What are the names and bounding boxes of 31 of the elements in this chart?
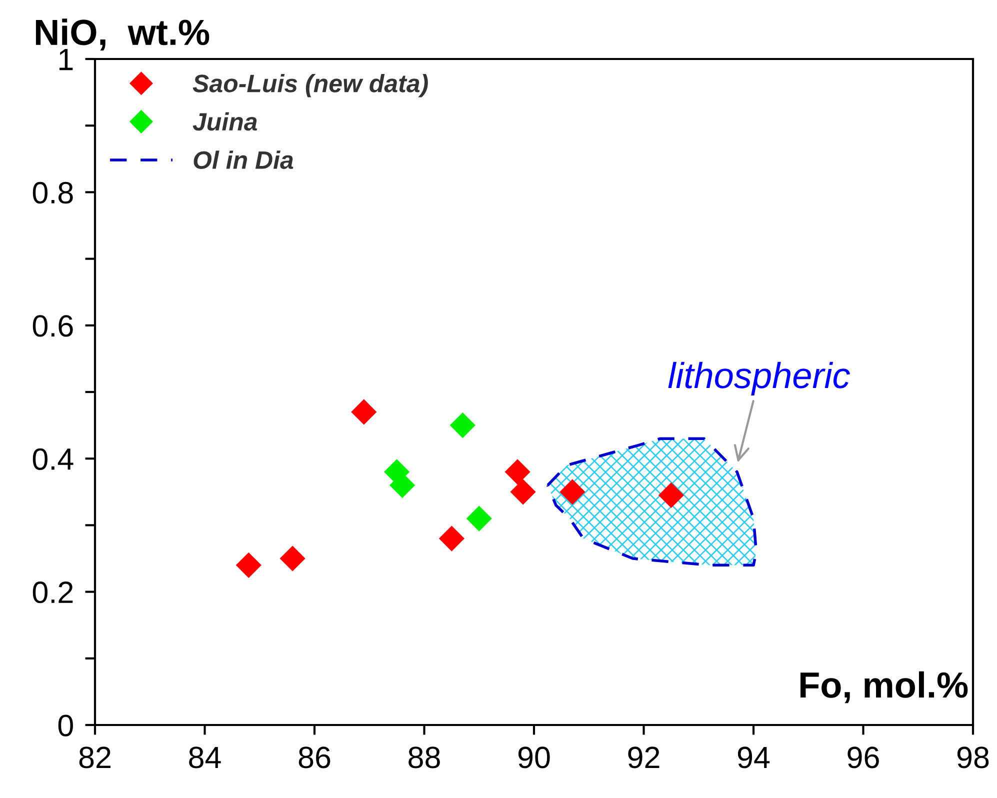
- x-axis-title: Fo, mol.%: [800, 671, 968, 704]
- point: [236, 552, 262, 578]
- y-tick-label: 0: [58, 714, 73, 736]
- x-tick-label: 84: [189, 746, 221, 768]
- point: [351, 399, 377, 425]
- legend-label: Juina: [192, 112, 258, 131]
- x-tick-label: 90: [518, 746, 550, 768]
- point: [450, 412, 476, 438]
- y-tick-label: 0.4: [32, 448, 74, 470]
- point: [560, 479, 586, 505]
- point: [466, 506, 492, 532]
- y-tick-label: 1: [60, 49, 73, 70]
- y-tick-label: 0.8: [32, 182, 73, 204]
- x-tick-label: 82: [79, 746, 110, 768]
- x-tick-label: 86: [298, 746, 330, 768]
- annotation: lithospheric: [668, 362, 850, 396]
- x-tick-label: 88: [408, 746, 440, 768]
- x-tick-label: 94: [738, 746, 770, 768]
- point: [510, 479, 536, 505]
- y-axis-title: NiO, wt.%: [36, 18, 210, 50]
- y-tick-label: 0.6: [32, 315, 73, 337]
- x-tick-label: 96: [848, 746, 879, 768]
- point: [658, 482, 684, 508]
- x-tick-label: 92: [628, 746, 660, 768]
- point: [438, 526, 464, 552]
- legend-label: Sao-Luis (new data): [192, 74, 428, 98]
- y-tick-label: 0.2: [32, 582, 73, 604]
- point: [504, 459, 530, 485]
- legend-label: Ol in Dia: [194, 150, 294, 169]
- x-tick-label: 98: [957, 746, 989, 768]
- point: [280, 546, 306, 572]
